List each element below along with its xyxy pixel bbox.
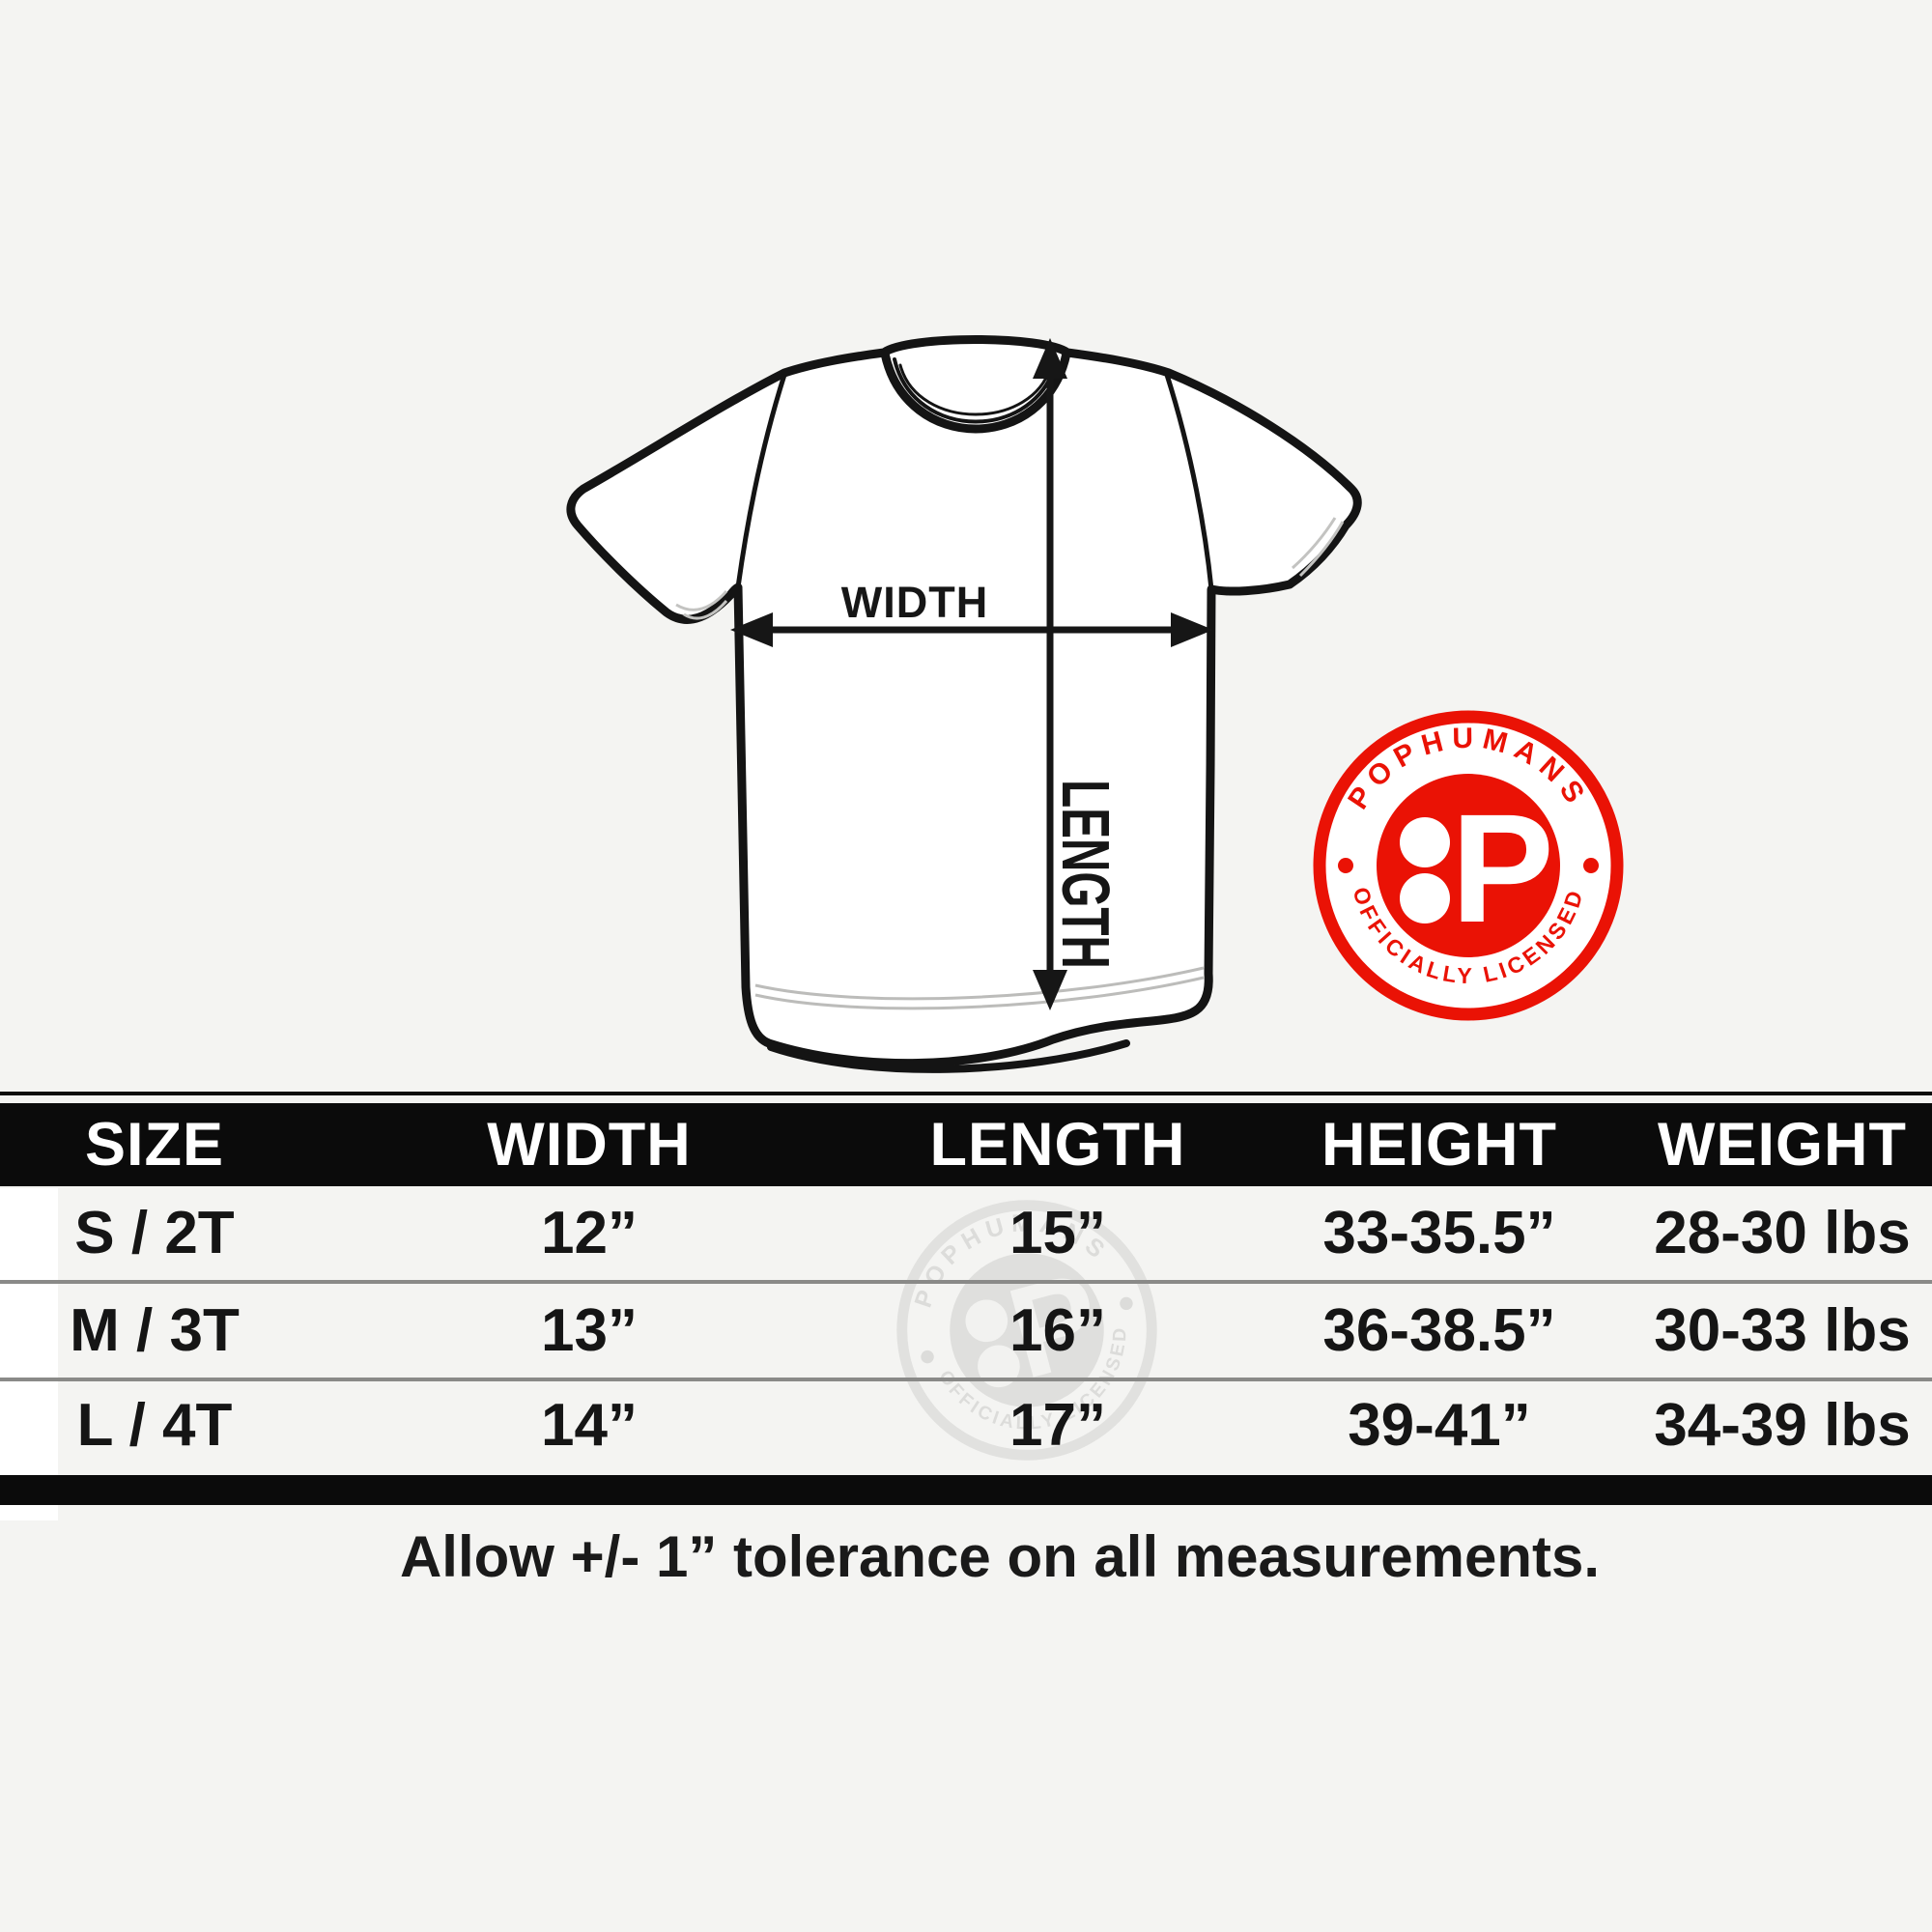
watermark-colon-dot-top: [965, 1299, 1009, 1343]
length-arrowhead-top: [1033, 338, 1067, 379]
header-height: HEIGHT: [1321, 1111, 1557, 1179]
badge-colon-dot-top: [1400, 817, 1450, 867]
hem-stitch-1: [754, 966, 1205, 1001]
width-arrowhead-left: [730, 612, 773, 647]
length-label: LENGTH: [1048, 780, 1123, 969]
right-armhole-seam: [1164, 374, 1214, 590]
left-cuff-stitch-2: [683, 600, 728, 620]
table-bottom-bar: [0, 1475, 1932, 1505]
header-length: LENGTH: [929, 1111, 1186, 1179]
left-cuff-stitch: [675, 590, 728, 611]
header-weight: WEIGHT: [1658, 1111, 1907, 1179]
badge-colon-dot-bottom: [1400, 873, 1450, 923]
length-arrowhead-bottom: [1033, 970, 1067, 1010]
watermark-dot-left: [921, 1350, 934, 1364]
width-arrowhead-right: [1171, 612, 1213, 647]
cell-weight: 28-30 lbs: [1654, 1200, 1911, 1266]
badge-monogram-p: P: [1451, 781, 1554, 954]
right-cuff-stitch: [1298, 521, 1345, 578]
table-row-l-4t: L / 4T 14” 17” 39-41” 34-39 lbs: [0, 1381, 1932, 1469]
cell-length: 17”: [1009, 1392, 1106, 1459]
watermark-dot-right: [1120, 1296, 1133, 1311]
table-body: S / 2T 12” 15” 33-35.5” 28-30 lbs M / 3T…: [0, 1186, 1932, 1469]
cell-width: 13”: [541, 1297, 638, 1364]
cell-weight: 34-39 lbs: [1654, 1392, 1911, 1459]
watermark-colon-dot-bottom: [978, 1345, 1020, 1388]
cell-height: 39-41”: [1348, 1392, 1531, 1459]
tshirt-diagram: WIDTH LENGTH: [566, 335, 1362, 1073]
pophumans-badge: POPHUMANS OFFICIALLY LICENSED P: [1313, 710, 1624, 1021]
badge-dot-left: [1338, 858, 1353, 873]
cell-length: 16”: [1009, 1297, 1106, 1364]
table-row-m-3t: M / 3T 13” 16” 36-38.5” 30-33 lbs: [0, 1284, 1932, 1378]
tshirt-outline: [566, 335, 1362, 1068]
collar-inner-line: [893, 357, 1059, 424]
cell-length: 15”: [1009, 1200, 1106, 1266]
row-separator: [0, 1378, 1932, 1381]
cell-height: 36-38.5”: [1322, 1297, 1556, 1364]
header-size: SIZE: [84, 1111, 225, 1179]
header-width: WIDTH: [487, 1111, 692, 1179]
cell-size: M / 3T: [70, 1297, 240, 1364]
cell-width: 12”: [541, 1200, 638, 1266]
collar-rib-line: [898, 363, 1053, 416]
row-separator: [0, 1280, 1932, 1284]
hem-fold-line: [767, 1039, 1130, 1073]
width-label: WIDTH: [841, 578, 988, 627]
cell-size: L / 4T: [76, 1392, 233, 1459]
cell-height: 33-35.5”: [1322, 1200, 1556, 1266]
badge-dot-right: [1583, 858, 1599, 873]
tolerance-note: Allow +/- 1” tolerance on all measuremen…: [399, 1523, 1601, 1589]
table-top-rule: [0, 1092, 1932, 1095]
table-header-row: SIZE WIDTH LENGTH HEIGHT WEIGHT: [0, 1103, 1932, 1186]
right-cuff-stitch-2: [1291, 517, 1337, 570]
cell-width: 14”: [541, 1392, 638, 1459]
table-row-s-2t: S / 2T 12” 15” 33-35.5” 28-30 lbs: [0, 1186, 1932, 1280]
left-armhole-seam: [735, 374, 787, 588]
watermark-outer-ring: [896, 1200, 1157, 1461]
hem-stitch-2: [754, 976, 1205, 1010]
cell-weight: 30-33 lbs: [1654, 1297, 1911, 1364]
table-left-strip: [0, 1188, 58, 1520]
cell-size: S / 2T: [74, 1200, 235, 1266]
